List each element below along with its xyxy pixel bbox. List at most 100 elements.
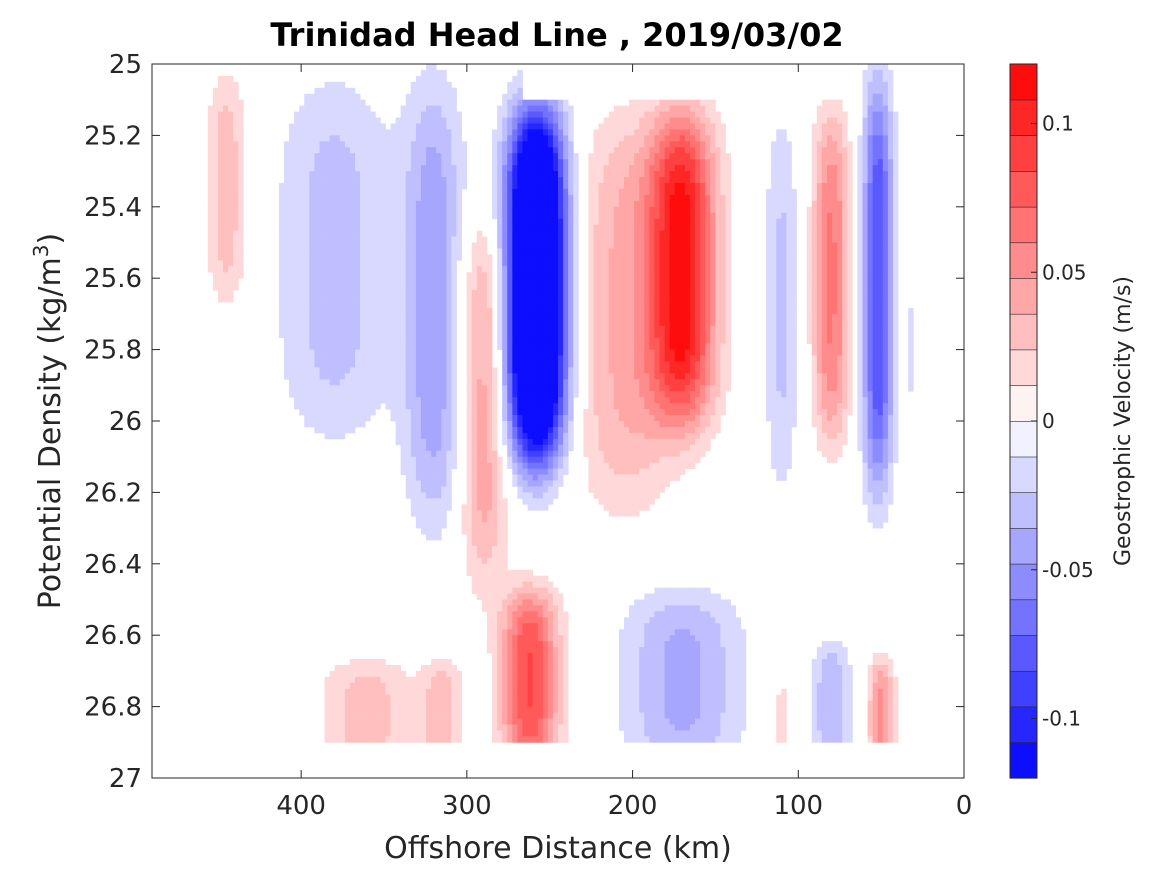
contour-cell [283, 171, 290, 178]
contour-cell [669, 147, 676, 154]
contour-cell [502, 236, 508, 243]
contour-cell [471, 278, 478, 285]
contour-cell [522, 212, 528, 220]
contour-cell [573, 284, 579, 291]
contour-cell [319, 272, 325, 279]
contour-cell [385, 361, 391, 368]
contour-cell [568, 254, 574, 261]
contour-cell [309, 284, 315, 291]
contour-cell [715, 224, 721, 231]
contour-cell [573, 206, 579, 214]
contour-cell [522, 367, 528, 374]
contour-cell [400, 349, 407, 356]
contour-cell [283, 218, 290, 226]
contour-cell [826, 266, 833, 273]
contour-cell [233, 248, 239, 255]
contour-cell [593, 218, 600, 226]
contour-cell [390, 313, 396, 321]
contour-cell [720, 135, 726, 142]
contour-cell [365, 242, 371, 249]
contour-cell [563, 355, 569, 362]
contour-cell [821, 218, 828, 226]
contour-cell [319, 117, 325, 124]
contour-cell [390, 302, 396, 309]
contour-cell [370, 177, 376, 184]
contour-cell [720, 278, 726, 285]
contour-cell [283, 331, 290, 339]
contour-cell [679, 123, 686, 130]
contour-cell [365, 248, 371, 255]
contour-cell [436, 290, 442, 297]
contour-cell [816, 337, 823, 345]
contour-cell [360, 367, 366, 374]
contour-cell [877, 212, 884, 220]
contour-cell [223, 75, 229, 83]
contour-cell [380, 248, 386, 255]
contour-cell [634, 177, 640, 184]
contour-cell [238, 194, 244, 202]
contour-cell [481, 242, 488, 249]
contour-cell [355, 343, 361, 350]
contour-cell [517, 224, 523, 231]
contour-cell [806, 224, 813, 231]
contour-cell [385, 194, 391, 202]
contour-cell [684, 159, 691, 166]
contour-cell [344, 159, 351, 166]
contour-cell [654, 343, 660, 350]
contour-cell [319, 105, 325, 112]
contour-cell [380, 159, 386, 166]
contour-cell [664, 266, 671, 273]
contour-cell [816, 325, 823, 333]
contour-cell [786, 331, 792, 339]
contour-cell [791, 361, 797, 368]
contour-cell [664, 272, 671, 279]
contour-cell [674, 147, 681, 154]
contour-cell [537, 325, 544, 333]
contour-cell [573, 307, 579, 315]
contour-cell [618, 343, 625, 350]
contour-cell [400, 177, 407, 184]
contour-cell [446, 296, 452, 303]
contour-cell [710, 272, 716, 279]
contour-cell [771, 278, 777, 285]
contour-cell [228, 224, 234, 231]
contour-cell [837, 183, 843, 190]
contour-cell [451, 147, 457, 154]
contour-cell [324, 331, 331, 339]
contour-cell [431, 171, 437, 178]
contour-cell [294, 141, 300, 148]
contour-cell [613, 343, 620, 350]
contour-cell [786, 141, 792, 148]
contour-cell [431, 337, 437, 345]
contour-cell [608, 230, 615, 237]
contour-cell [497, 254, 503, 261]
contour-cell [502, 129, 508, 136]
contour-cell [887, 218, 894, 226]
contour-cell [816, 188, 823, 196]
contour-cell [349, 290, 356, 297]
contour-cell [324, 367, 331, 374]
contour-cell [629, 296, 635, 303]
contour-cell [415, 266, 422, 273]
contour-cell [309, 218, 315, 226]
contour-cell [821, 165, 828, 172]
contour-cell [695, 272, 701, 279]
contour-cell [674, 325, 681, 333]
contour-cell [613, 194, 620, 202]
contour-cell [573, 194, 579, 202]
contour-cell [512, 224, 518, 231]
contour-cell [294, 218, 300, 226]
contour-cell [420, 230, 427, 237]
contour-cell [558, 129, 564, 136]
contour-cell [380, 206, 386, 214]
contour-cell [527, 278, 534, 285]
contour-cell [329, 129, 336, 136]
contour-cell [603, 302, 610, 309]
contour-cell [365, 194, 371, 202]
contour-cell [426, 159, 432, 166]
contour-cell [872, 141, 879, 148]
contour-cell [689, 135, 696, 142]
contour-cell [360, 117, 366, 124]
contour-cell [588, 236, 594, 243]
contour-cell [370, 224, 376, 231]
